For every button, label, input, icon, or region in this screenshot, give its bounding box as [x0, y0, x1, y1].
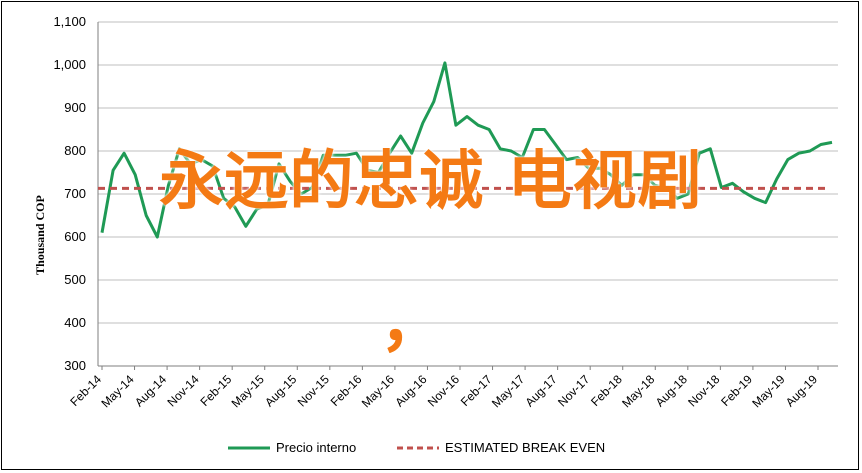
series-line-precio-interno: [100, 61, 833, 239]
x-tick-label: Aug-14: [132, 372, 169, 409]
y-tick-label: 300: [64, 358, 86, 373]
x-tick-label: Aug-15: [262, 372, 299, 409]
x-tick-label: May-18: [619, 372, 657, 410]
x-tick-label: May-17: [489, 372, 527, 410]
legend-label-precio-interno: Precio interno: [276, 440, 356, 455]
x-tick-label: May-19: [749, 372, 787, 410]
overlay-title-text: 永远的忠诚 电视剧: [159, 145, 703, 219]
y-tick-label: 800: [64, 143, 86, 158]
x-tick-label: Feb-17: [458, 372, 495, 409]
y-tick-label: 900: [64, 100, 86, 115]
x-tick-label: Nov-17: [555, 372, 592, 409]
y-tick-label: 1,000: [53, 57, 86, 72]
series-group: [98, 61, 833, 239]
x-tick-label: Feb-15: [198, 372, 235, 409]
x-tick-label: Feb-16: [328, 372, 365, 409]
y-tick-label: 700: [64, 186, 86, 201]
x-tick-label: Feb-18: [588, 372, 625, 409]
legend: Precio interno ESTIMATED BREAK EVEN: [228, 440, 605, 455]
x-tick-label: Aug-18: [653, 372, 690, 409]
x-tick-label: Feb-19: [718, 372, 755, 409]
y-tick-label: 600: [64, 229, 86, 244]
x-tick-label: Feb-14: [67, 372, 104, 409]
x-axis: Feb-14May-14Aug-14Nov-14Feb-15May-15Aug-…: [67, 365, 838, 410]
y-tick-label: 500: [64, 272, 86, 287]
legend-label-break-even: ESTIMATED BREAK EVEN: [445, 440, 605, 455]
y-axis: 300 400 500 600 700 800 900 1,000 1,100: [53, 14, 99, 373]
x-tick-label: May-16: [359, 372, 397, 410]
y-tick-label: 1,100: [53, 14, 86, 29]
x-tick-label: Nov-15: [295, 372, 332, 409]
x-tick-label: Nov-18: [685, 372, 722, 409]
x-tick-label: May-14: [98, 372, 136, 410]
y-tick-label: 400: [64, 315, 86, 330]
x-tick-label: Aug-19: [783, 372, 820, 409]
overlay-comma: ，: [380, 287, 444, 361]
x-tick-label: Aug-17: [522, 372, 559, 409]
x-tick-label: May-15: [229, 372, 267, 410]
y-axis-label: Thousand COP: [33, 195, 47, 275]
x-tick-label: Aug-16: [392, 372, 429, 409]
x-tick-label: Nov-16: [425, 372, 462, 409]
x-tick-label: Nov-14: [165, 372, 202, 409]
